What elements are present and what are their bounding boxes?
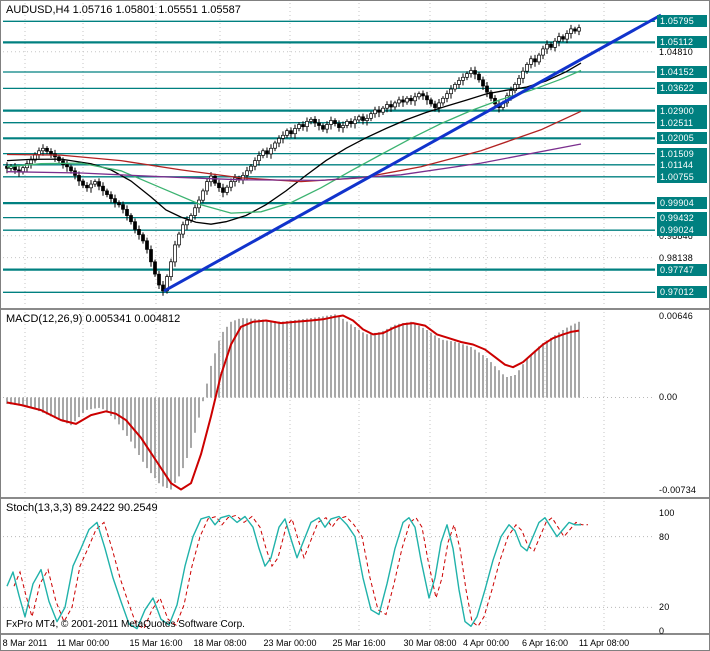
price-level-label: 0.99904 [657, 197, 707, 210]
macd-axis-label: -0.00734 [659, 485, 697, 495]
ma-green-line [6, 69, 582, 214]
time-axis-label: 6 Apr 16:00 [521, 638, 569, 648]
time-axis-label: 11 Mar 00:00 [56, 638, 110, 648]
price-level-label: 0.99024 [657, 224, 707, 237]
ma-black-line [6, 62, 582, 225]
macd-signal-line [6, 314, 580, 491]
price-chart-canvas[interactable] [1, 1, 709, 308]
macd-title: MACD(12,26,9) 0.005341 0.004812 [6, 313, 181, 325]
price-level-label: 1.05112 [657, 36, 707, 49]
price-level-label: 1.04152 [657, 66, 707, 79]
time-axis: 8 Mar 2011 11 Mar 00:00 15 Mar 16:00 18 Mar… [1, 635, 709, 650]
ma-red-line [6, 110, 582, 183]
price-level-label: 1.01509 [657, 147, 707, 160]
candles-group [5, 24, 581, 296]
time-axis-label: 15 Mar 16:00 [129, 638, 183, 648]
macd-indicator-panel[interactable]: MACD(12,26,9) 0.005341 0.004812 0.00646 0… [1, 310, 709, 499]
stoch-main-line [6, 514, 581, 630]
time-axis-label: 8 Mar 2011 [2, 638, 48, 648]
macd-histogram [6, 314, 580, 490]
price-scale-gridlines [3, 51, 655, 259]
stoch-axis-label: 100 [659, 508, 675, 518]
stoch-axis-label: 80 [659, 531, 670, 542]
stochastic-canvas[interactable] [1, 499, 709, 633]
price-level-label: 1.00755 [657, 170, 707, 183]
time-axis-label: 30 Mar 08:00 [403, 638, 457, 648]
price-chart-panel[interactable]: AUDUSD,H4 1.05716 1.05801 1.05551 1.0558… [1, 1, 709, 310]
time-axis-label: 23 Mar 00:00 [263, 638, 317, 648]
ma-purple-line [6, 143, 582, 182]
stochastic-indicator-panel[interactable]: Stoch(13,3,3) 89.2422 90.2549 FxPro MT4,… [1, 499, 709, 636]
vertical-gridlines [24, 501, 605, 631]
time-axis-label: 4 Apr 00:00 [462, 638, 510, 648]
time-axis-label: 18 Mar 08:00 [193, 638, 247, 648]
price-level-label: 1.05795 [657, 15, 707, 28]
stoch-title: Stoch(13,3,3) 89.2422 90.2549 [6, 502, 158, 514]
price-level-label: 1.02511 [657, 116, 707, 129]
time-axis-label: 11 Apr 08:00 [578, 638, 630, 648]
trendline[interactable] [163, 13, 662, 293]
support-resistance-lines [3, 20, 655, 293]
price-level-label: 0.99432 [657, 211, 707, 224]
price-level-label: 1.02900 [657, 104, 707, 117]
chart-title: AUDUSD,H4 1.05716 1.05801 1.05551 1.0558… [6, 4, 241, 16]
stoch-signal-line [13, 514, 588, 630]
price-level-label: 1.01144 [657, 158, 707, 171]
stoch-axis-label: 0 [659, 626, 665, 636]
price-scale-label: 0.98138 [659, 252, 693, 263]
price-level-label: 1.03622 [657, 82, 707, 95]
macd-canvas[interactable] [1, 310, 709, 497]
stoch-axis-label: 20 [659, 602, 670, 613]
price-level-label: 0.97012 [657, 286, 707, 299]
macd-axis-label: 0.00646 [659, 311, 693, 321]
price-level-label: 1.02005 [657, 132, 707, 145]
price-level-label: 0.97747 [657, 263, 707, 276]
price-scale-label: 1.04810 [659, 46, 693, 57]
time-axis-label: 25 Mar 16:00 [332, 638, 386, 648]
copyright-text: FxPro MT4, © 2001-2011 MetaQuotes Softwa… [6, 619, 245, 630]
macd-axis-label: 0.00 [659, 392, 678, 403]
